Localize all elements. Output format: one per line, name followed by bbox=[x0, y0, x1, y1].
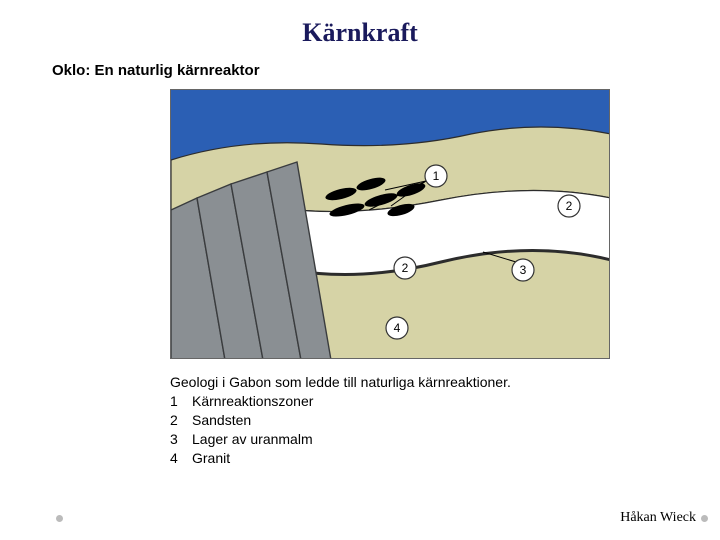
legend-num: 1 bbox=[170, 392, 192, 411]
legend-label: Kärnreaktionszoner bbox=[192, 392, 313, 411]
page-title: Kärnkraft bbox=[0, 0, 720, 48]
legend-num: 2 bbox=[170, 411, 192, 430]
legend-row: 3Lager av uranmalm bbox=[170, 430, 720, 449]
legend-label: Sandsten bbox=[192, 411, 251, 430]
caption-block: Geologi i Gabon som ledde till naturliga… bbox=[0, 359, 720, 467]
svg-text:4: 4 bbox=[394, 321, 401, 335]
legend-row: 2Sandsten bbox=[170, 411, 720, 430]
svg-text:3: 3 bbox=[520, 263, 527, 277]
legend-label: Granit bbox=[192, 449, 230, 468]
legend-num: 3 bbox=[170, 430, 192, 449]
geology-svg: 1 2 2 3 4 bbox=[171, 90, 610, 359]
legend-num: 4 bbox=[170, 449, 192, 468]
geology-diagram: 1 2 2 3 4 bbox=[170, 89, 610, 359]
svg-text:1: 1 bbox=[433, 169, 440, 183]
legend-list: 1Kärnreaktionszoner2Sandsten3Lager av ur… bbox=[170, 392, 720, 468]
footer-dot-right bbox=[701, 515, 708, 522]
legend-row: 4Granit bbox=[170, 449, 720, 468]
legend-label: Lager av uranmalm bbox=[192, 430, 313, 449]
subtitle: Oklo: En naturlig kärnreaktor bbox=[0, 48, 720, 89]
author-name: Håkan Wieck bbox=[620, 510, 696, 526]
legend-row: 1Kärnreaktionszoner bbox=[170, 392, 720, 411]
footer-dot-left bbox=[56, 515, 63, 522]
caption-main: Geologi i Gabon som ledde till naturliga… bbox=[170, 373, 720, 392]
svg-text:2: 2 bbox=[402, 261, 409, 275]
svg-text:2: 2 bbox=[566, 199, 573, 213]
